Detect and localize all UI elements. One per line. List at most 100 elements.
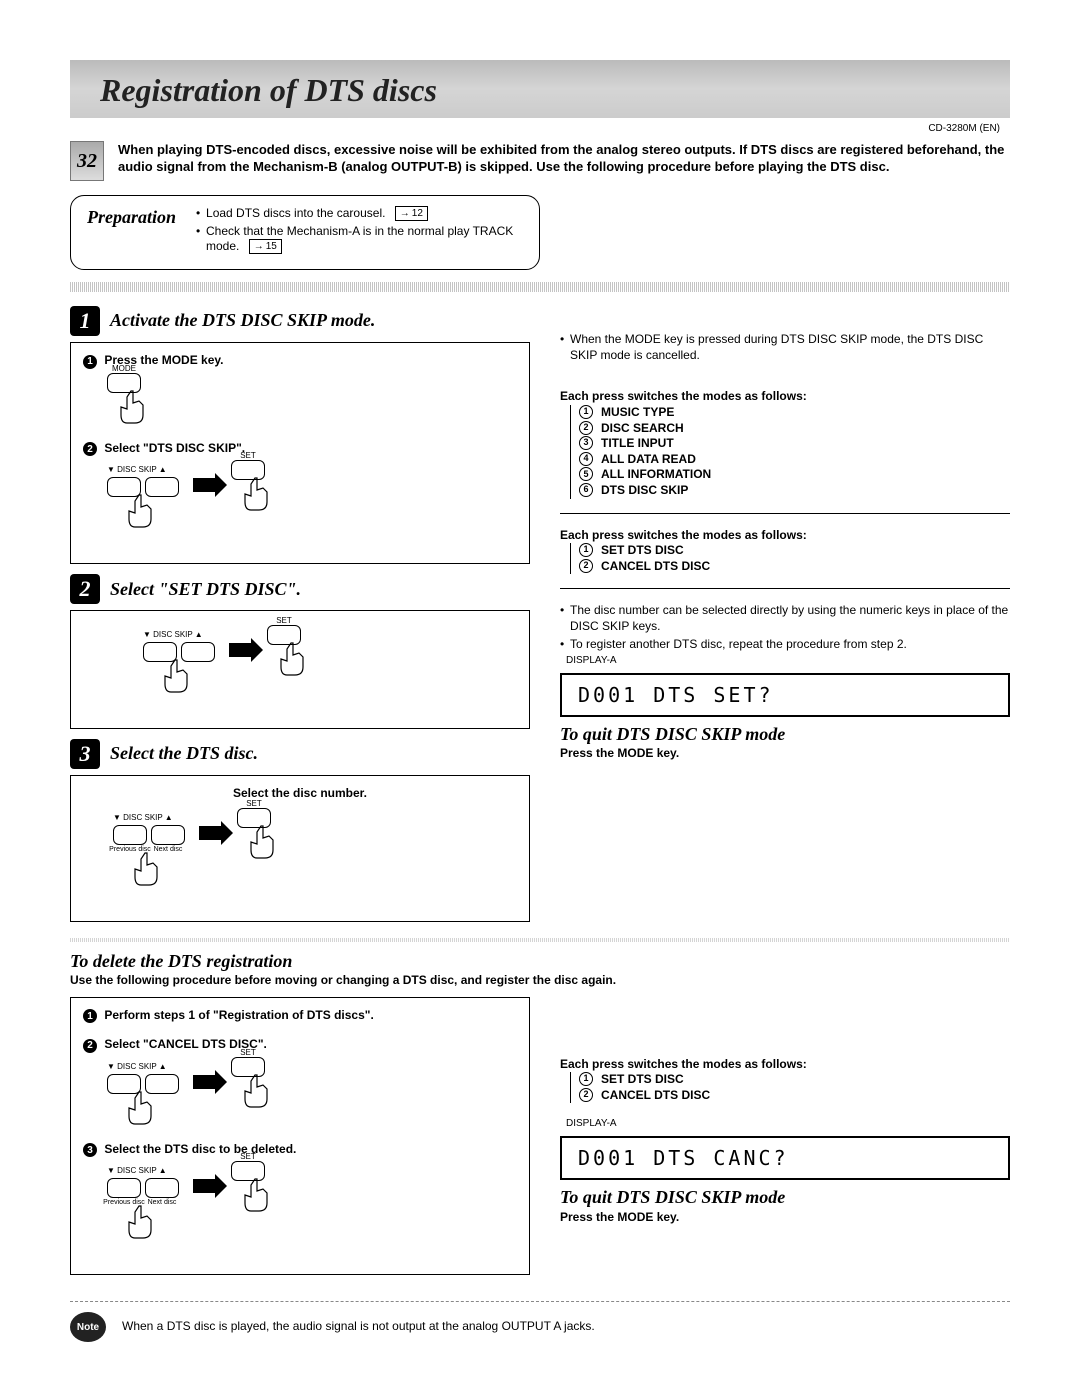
- mode-item: 1MUSIC TYPE: [579, 405, 1010, 421]
- delete-step-3: 3 Select the DTS disc to be deleted.: [83, 1142, 517, 1158]
- prep-item-text: Load DTS discs into the carousel.: [206, 206, 385, 220]
- preparation-label: Preparation: [87, 206, 176, 258]
- hand-icon: [121, 1202, 161, 1242]
- hand-icon: [237, 1175, 277, 1215]
- hand-icon: [237, 1071, 277, 1111]
- step-2-title: Select "SET DTS DISC".: [110, 578, 301, 601]
- button-illustration: ▼ DISC SKIP ▲ SET: [107, 1057, 517, 1128]
- step-1-header: 1 Activate the DTS DISC SKIP mode.: [70, 306, 530, 336]
- disc-skip-down-key-icon: Previous disc: [113, 825, 147, 845]
- mode-sequence-delete: 1SET DTS DISC 2CANCEL DTS DISC: [570, 1072, 1010, 1103]
- hand-icon: [243, 822, 283, 862]
- key-label: SET: [240, 1152, 256, 1162]
- divider: [560, 588, 1010, 589]
- substep-text: Select the DTS disc to be deleted.: [104, 1142, 296, 1156]
- mode-text: TITLE INPUT: [601, 436, 674, 452]
- page-ref: 12: [395, 206, 428, 221]
- mode-text: ALL DATA READ: [601, 452, 696, 468]
- page-ref: 15: [249, 239, 282, 254]
- note-icon: Note: [70, 1312, 106, 1342]
- disc-skip-up-key-icon: Next disc: [151, 825, 185, 845]
- disc-skip-down-key-icon: Previous disc: [107, 1178, 141, 1198]
- mode-text: DTS DISC SKIP: [601, 483, 688, 499]
- delete-right: Each press switches the modes as follows…: [560, 997, 1010, 1286]
- divider: [560, 513, 1010, 514]
- hand-icon: [121, 1088, 161, 1128]
- note-list: When the MODE key is pressed during DTS …: [560, 332, 1010, 363]
- quit-sub: Press the MODE key.: [560, 1210, 1010, 1226]
- preparation-box: Preparation Load DTS discs into the caro…: [70, 195, 540, 271]
- substep-icon: 2: [83, 1039, 97, 1053]
- arrow-right-icon: [199, 826, 223, 840]
- substep-icon: 2: [83, 442, 97, 456]
- key-group-label: ▼ DISC SKIP ▲: [107, 1062, 167, 1071]
- step-2-header: 2 Select "SET DTS DISC".: [70, 574, 530, 604]
- substep-icon: 1: [83, 355, 97, 369]
- divider: [70, 282, 1010, 292]
- main-columns: 1 Activate the DTS DISC SKIP mode. 1 Pre…: [70, 302, 1010, 931]
- step-number-icon: 2: [70, 574, 100, 604]
- step-number-icon: 3: [70, 739, 100, 769]
- step-1-panel: 1 Press the MODE key. MODE 2 Select "DTS…: [70, 342, 530, 564]
- key-group-label: ▼ DISC SKIP ▲: [113, 813, 173, 822]
- substep-text: Select "DTS DISC SKIP".: [104, 441, 245, 455]
- mode-text: SET DTS DISC: [601, 1072, 684, 1088]
- button-illustration: ▼ DISC SKIP ▲ Previous disc Next disc: [107, 1161, 517, 1242]
- arrow-right-icon: [229, 643, 253, 657]
- mode-text: SET DTS DISC: [601, 543, 684, 559]
- hand-icon: [237, 474, 277, 514]
- mode-sequence-2: 1SET DTS DISC 2CANCEL DTS DISC: [570, 543, 1010, 574]
- note-item: To register another DTS disc, repeat the…: [560, 637, 1010, 653]
- header-bar: Registration of DTS discs: [70, 60, 1010, 118]
- display-readout: D001 DTS CANC?: [560, 1136, 1010, 1180]
- note-item: The disc number can be selected directly…: [560, 603, 1010, 634]
- delete-panel: 1 Perform steps 1 of "Registration of DT…: [70, 997, 530, 1276]
- display-label: DISPLAY-A: [566, 1117, 1010, 1130]
- intro-row: 32 When playing DTS-encoded discs, exces…: [70, 141, 1010, 181]
- delete-left: 1 Perform steps 1 of "Registration of DT…: [70, 997, 530, 1286]
- mode-item: 2CANCEL DTS DISC: [579, 1088, 1010, 1104]
- hand-icon: [121, 491, 161, 531]
- button-illustration: MODE: [107, 373, 517, 427]
- arrow-right-icon: [193, 1075, 217, 1089]
- button-illustration: ▼ DISC SKIP ▲ SET: [143, 625, 517, 696]
- right-column: When the MODE key is pressed during DTS …: [560, 302, 1010, 931]
- step-3-caption: Select the disc number.: [83, 786, 517, 802]
- prep-item: Check that the Mechanism-A is in the nor…: [196, 224, 523, 256]
- substep-icon: 1: [83, 1009, 97, 1023]
- quit-heading: To quit DTS DISC SKIP mode: [560, 1186, 1010, 1209]
- step-3-panel: Select the disc number. ▼ DISC SKIP ▲ Pr…: [70, 775, 530, 921]
- step-3-header: 3 Select the DTS disc.: [70, 739, 530, 769]
- button-illustration: ▼ DISC SKIP ▲ SET: [107, 460, 517, 531]
- display-readout: D001 DTS SET?: [560, 673, 1010, 717]
- key-group-label: ▼ DISC SKIP ▲: [107, 1166, 167, 1175]
- mode-item: 1SET DTS DISC: [579, 543, 1010, 559]
- step-1a-label: 1 Press the MODE key.: [83, 353, 517, 369]
- arrow-right-icon: [193, 1179, 217, 1193]
- hand-icon: [113, 387, 153, 427]
- mode-item: 6DTS DISC SKIP: [579, 483, 1010, 499]
- step-number-icon: 1: [70, 306, 100, 336]
- footer-note: Note When a DTS disc is played, the audi…: [70, 1301, 1010, 1342]
- key-group-label: ▼ DISC SKIP ▲: [143, 630, 203, 639]
- key-label: SET: [240, 451, 256, 461]
- arrow-right-icon: [193, 478, 217, 492]
- key-label: MODE: [112, 364, 136, 374]
- intro-text: When playing DTS-encoded discs, excessiv…: [118, 141, 1010, 181]
- mode-item: 5ALL INFORMATION: [579, 467, 1010, 483]
- prep-item: Load DTS discs into the carousel. 12: [196, 206, 523, 222]
- key-group-label: ▼ DISC SKIP ▲: [107, 465, 167, 474]
- mode-item: 3TITLE INPUT: [579, 436, 1010, 452]
- mode-sequence-1: 1MUSIC TYPE 2DISC SEARCH 3TITLE INPUT 4A…: [570, 405, 1010, 499]
- mode-item: 2CANCEL DTS DISC: [579, 559, 1010, 575]
- note-list: The disc number can be selected directly…: [560, 603, 1010, 652]
- mode-text: CANCEL DTS DISC: [601, 559, 710, 575]
- hand-icon: [127, 849, 167, 889]
- step-1-title: Activate the DTS DISC SKIP mode.: [110, 309, 375, 332]
- model-code: CD-3280M (EN): [70, 122, 1000, 135]
- mode-text: CANCEL DTS DISC: [601, 1088, 710, 1104]
- page-number-badge: 32: [70, 141, 104, 181]
- display-label: DISPLAY-A: [566, 654, 1010, 667]
- quit-heading: To quit DTS DISC SKIP mode: [560, 723, 1010, 746]
- mode-text: DISC SEARCH: [601, 421, 684, 437]
